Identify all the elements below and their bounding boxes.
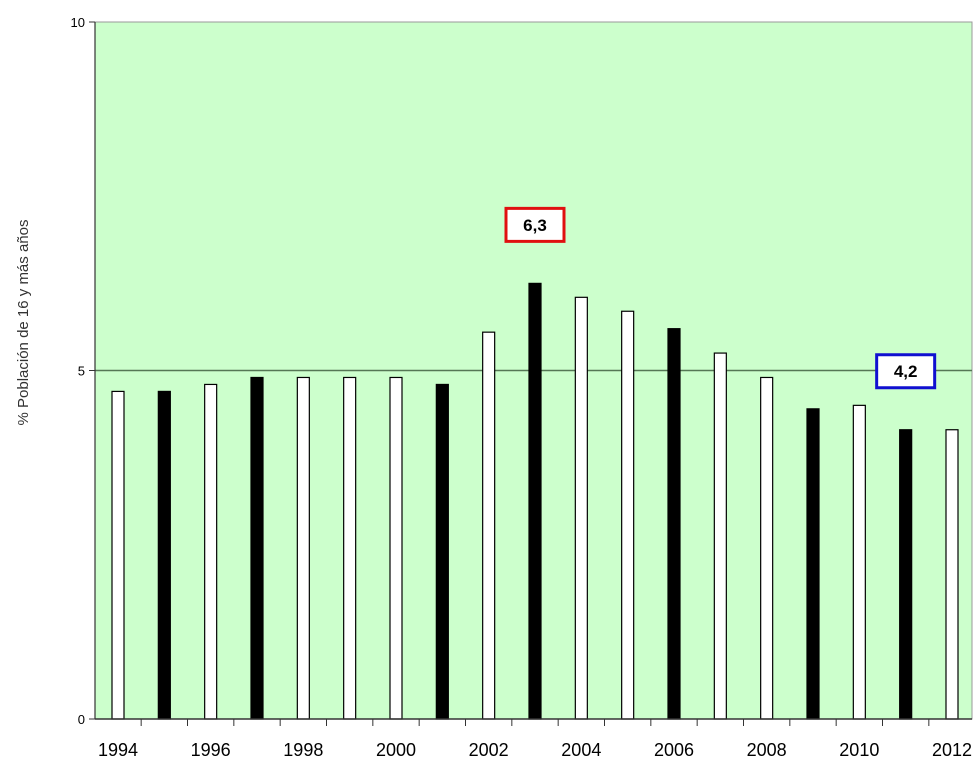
y-ticks-group: 0 5 10 bbox=[71, 15, 95, 727]
x-tick-label-1994: 1994 bbox=[98, 740, 138, 760]
bar-1994 bbox=[111, 390, 125, 720]
y-tick-label-0: 0 bbox=[78, 712, 85, 727]
bar-1997 bbox=[250, 376, 264, 720]
x-tick-label-2006: 2006 bbox=[654, 740, 694, 760]
callout-label-2003: 6,3 bbox=[523, 216, 547, 235]
x-ticks-group: 1994 1996 1998 2000 2002 2004 2006 2008 2010 2012 bbox=[98, 719, 972, 760]
x-tick-label-2000: 2000 bbox=[376, 740, 416, 760]
bar-2011 bbox=[899, 429, 913, 720]
x-tick-label-2004: 2004 bbox=[561, 740, 601, 760]
x-tick-label-2002: 2002 bbox=[469, 740, 509, 760]
callout-box-2011 bbox=[875, 353, 937, 390]
bar-2005 bbox=[621, 310, 635, 720]
bar-2012 bbox=[945, 429, 959, 720]
bar-1998 bbox=[296, 376, 310, 720]
x-tick-label-1998: 1998 bbox=[283, 740, 323, 760]
bar-1999 bbox=[343, 376, 357, 720]
bar-2004 bbox=[574, 296, 588, 720]
bar-1995 bbox=[157, 390, 171, 720]
x-tick-label-2008: 2008 bbox=[747, 740, 787, 760]
x-tick-label-2012: 2012 bbox=[932, 740, 972, 760]
bar-2009 bbox=[806, 408, 820, 720]
y-tick-label-5: 5 bbox=[78, 364, 85, 379]
bar-2003 bbox=[528, 282, 542, 720]
bar-2007 bbox=[713, 352, 727, 720]
bar-2001 bbox=[435, 383, 449, 720]
x-tick-label-1996: 1996 bbox=[191, 740, 231, 760]
x-tick-label-2010: 2010 bbox=[839, 740, 879, 760]
y-axis-title: % Población de 16 y más años bbox=[15, 220, 32, 426]
bar-2000 bbox=[389, 376, 403, 720]
bar-2008 bbox=[760, 376, 774, 720]
bars-group bbox=[111, 282, 959, 720]
callout-box-2003 bbox=[504, 206, 566, 243]
callouts-group: 6,3 4,2 bbox=[504, 206, 937, 390]
bar-2002 bbox=[482, 331, 496, 720]
callout-label-2011: 4,2 bbox=[894, 362, 918, 381]
bar-2010 bbox=[852, 404, 866, 720]
y-tick-label-10: 10 bbox=[71, 15, 85, 30]
bar-2006 bbox=[667, 328, 681, 720]
bar-1996 bbox=[204, 383, 218, 720]
